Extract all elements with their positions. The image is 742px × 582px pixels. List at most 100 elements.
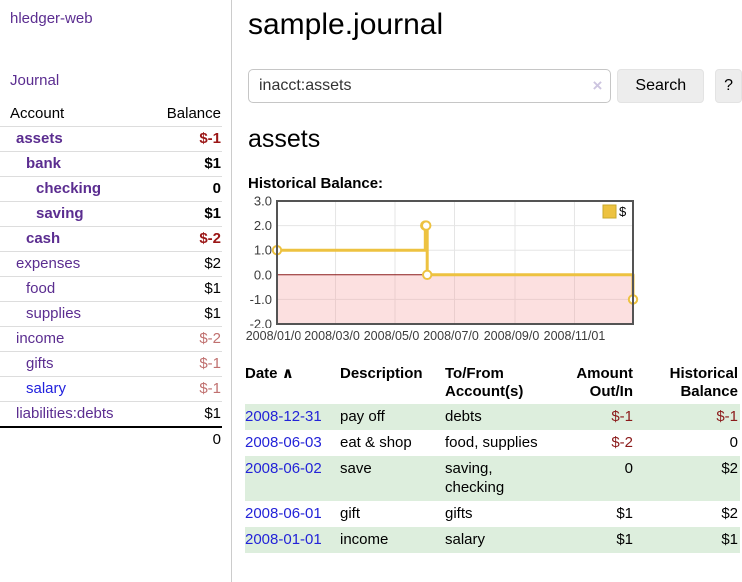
balance-column-header: Balance	[132, 102, 222, 127]
account-link[interactable]: saving	[36, 205, 84, 222]
account-balance: 0	[132, 176, 222, 202]
sidebar: hledger-web Journal Account Balance asse…	[0, 0, 232, 582]
x-tick-label: 2008/03/01	[304, 329, 367, 343]
amount-cell: 0	[553, 456, 635, 501]
balance-cell: $-1	[635, 404, 740, 430]
clear-search-icon[interactable]: ×	[592, 76, 603, 95]
negative-region	[277, 274, 633, 324]
description-cell: income	[340, 527, 445, 553]
account-row: salary $-1	[0, 376, 222, 402]
plot-border	[276, 200, 634, 325]
amount-column-header: Amount Out/In	[576, 365, 633, 400]
data-point-marker	[421, 220, 432, 231]
account-balance: $-2	[132, 326, 222, 352]
sidebar-item-journal[interactable]: Journal	[10, 72, 60, 89]
search-form: × Search ?	[248, 69, 742, 103]
register-row: 2008-06-01 gift gifts $1 $2	[245, 501, 740, 527]
balance-cell: $2	[635, 456, 740, 501]
transaction-date-link[interactable]: 2008-12-31	[245, 408, 322, 425]
transaction-date-link[interactable]: 2008-06-02	[245, 460, 322, 477]
x-tick-label: 2008/07/01	[423, 329, 486, 343]
accounts-header-row: Account Balance	[0, 102, 222, 127]
amount-cell: $-2	[611, 434, 633, 451]
account-row: supplies $1	[0, 301, 222, 327]
account-row: liabilities:debts $1	[0, 401, 222, 428]
account-balance: $1	[132, 301, 222, 327]
date-cell: 2008-06-02	[245, 456, 340, 501]
account-link[interactable]: expenses	[16, 255, 81, 272]
account-cell: supplies	[0, 301, 132, 327]
account-balance: $-2	[132, 226, 222, 252]
account-row: expenses $2	[0, 251, 222, 277]
x-tick-label-bg	[242, 328, 312, 343]
x-tick-label: 2008/09/01	[484, 329, 547, 343]
account-names-cell: saving, checking	[445, 456, 553, 501]
register-header-row: Date ∧ Description To/From Account(s) Am…	[245, 360, 740, 404]
accounts-table: Account Balance assets $-1 bank $1 checking 0…	[0, 102, 222, 452]
account-row: assets $-1	[0, 126, 222, 152]
account-link[interactable]: gifts	[26, 355, 54, 372]
transaction-date-link[interactable]: 2008-06-01	[245, 505, 322, 522]
account-cell: saving	[0, 201, 132, 227]
balance-cell: 0	[729, 434, 738, 451]
account-link[interactable]: bank	[26, 155, 62, 172]
y-tick-label: 2.0	[254, 218, 272, 233]
y-tick-label: 1.0	[254, 243, 272, 258]
x-tick-label-bg	[479, 328, 550, 343]
transaction-date-link[interactable]: 2008-06-03	[245, 434, 322, 451]
register-table: Date ∧ Description To/From Account(s) Am…	[245, 360, 740, 553]
account-link[interactable]: cash	[26, 230, 61, 247]
description-column-header: Description	[340, 365, 423, 382]
account-names-cell: debts	[445, 404, 553, 430]
account-link[interactable]: income	[16, 330, 65, 347]
account-row: saving $1	[0, 201, 222, 227]
date-cell: 2008-01-01	[245, 527, 340, 553]
main-content: sample.journal × Search ? assets Histori…	[233, 0, 742, 582]
description-cell: eat & shop	[340, 434, 412, 451]
balance-cell: $1	[635, 527, 740, 553]
account-link[interactable]: assets	[16, 130, 63, 147]
account-cell: food	[0, 276, 132, 302]
account-names-cell: salary	[445, 527, 553, 553]
x-tick-label-bg	[300, 328, 371, 343]
x-tick-label: 2008/11/01	[544, 329, 606, 343]
transaction-date-link[interactable]: 2008-01-01	[245, 531, 322, 548]
account-link[interactable]: liabilities:debts	[16, 405, 114, 422]
help-button[interactable]: ?	[715, 69, 742, 103]
account-balance: $-1	[132, 376, 222, 402]
account-cell: liabilities:debts	[0, 401, 132, 428]
account-link[interactable]: food	[26, 280, 56, 297]
register-row: 2008-12-31 pay off debts $-1 $-1	[245, 404, 740, 430]
search-button[interactable]: Search	[617, 69, 705, 103]
historical-balance-chart: $3.0 2.0 1.0 0.0 -1.0 -2.0 2008/01/01 2008/03/0…	[240, 194, 642, 346]
account-cell: expenses	[0, 251, 132, 277]
account-link[interactable]: checking	[36, 180, 102, 197]
chart-heading: Historical Balance:	[248, 175, 384, 192]
amount-cell: $1	[616, 505, 633, 522]
total-balance: 0	[132, 426, 222, 452]
account-cell: assets	[0, 126, 132, 152]
accounts-total-row: 0	[0, 426, 222, 452]
balance-column-header-register: Historical Balance	[669, 365, 738, 400]
description-cell: save	[340, 456, 445, 501]
app-title-link[interactable]: hledger-web	[10, 10, 93, 27]
account-row: food $1	[0, 276, 222, 302]
account-balance: $-1	[132, 351, 222, 377]
account-link[interactable]: salary	[26, 380, 67, 397]
account-names-cell: food, supplies	[445, 434, 538, 451]
x-tick-label-bg	[419, 328, 490, 343]
legend-label: $	[619, 204, 627, 219]
x-tick-label: 2008/05/01	[364, 329, 427, 343]
date-column-header[interactable]: Date ∧	[245, 360, 340, 404]
account-cell: salary	[0, 376, 132, 402]
account-balance: $1	[132, 276, 222, 302]
amount-cell: $1	[553, 527, 635, 553]
date-cell: 2008-06-01	[245, 501, 340, 527]
search-input[interactable]	[248, 69, 612, 103]
account-balance: $2	[132, 251, 222, 277]
account-link[interactable]: supplies	[26, 305, 82, 322]
x-tick-label-bg	[539, 328, 610, 343]
search-input-wrap: ×	[248, 69, 612, 103]
page-title: sample.journal	[248, 8, 444, 41]
account-cell: checking	[0, 176, 132, 202]
